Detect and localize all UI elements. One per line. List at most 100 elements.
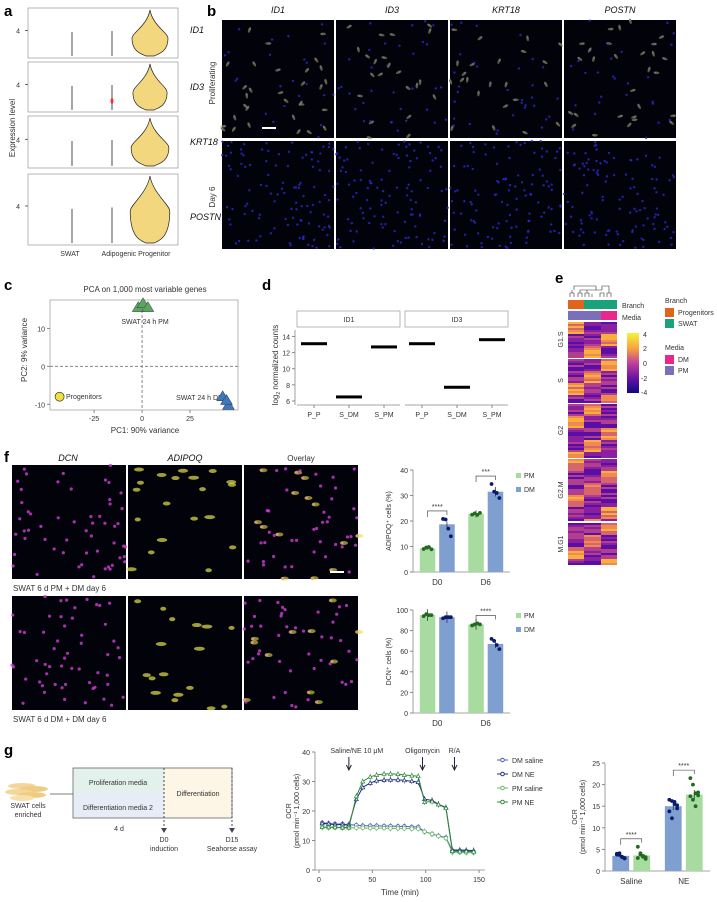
cell: [477, 90, 480, 97]
cell: [366, 136, 373, 140]
heatmap-cell: [601, 352, 617, 354]
adipoq-ytick-label: 40: [400, 468, 408, 475]
nucleus: [583, 164, 586, 168]
heatmap-cell: [601, 383, 617, 385]
nucleus: [519, 143, 522, 146]
cell: [573, 112, 579, 117]
nucleus: [456, 189, 459, 192]
nucleus: [73, 606, 77, 610]
nucleus: [319, 123, 323, 127]
ocr-point: [373, 777, 380, 783]
nucleus: [588, 214, 591, 217]
heatmap-cell: [568, 322, 584, 324]
nucleus: [641, 199, 644, 203]
heatmap-cell: [584, 348, 601, 350]
nucleus: [281, 605, 285, 609]
cell: [647, 66, 651, 73]
nucleus: [108, 601, 112, 605]
nucleus: [327, 198, 331, 202]
heatmap-cell: [584, 452, 601, 454]
pca-point: [220, 394, 233, 405]
ocr-point: [339, 824, 346, 830]
cell: [300, 81, 306, 86]
cell: [607, 27, 614, 31]
nucleus: [507, 145, 510, 148]
ocr-ytick-label: 0: [306, 868, 310, 875]
nucleus: [108, 463, 113, 467]
heatmap-cell: [601, 491, 617, 493]
nucleus: [366, 142, 370, 146]
nucleus: [425, 108, 429, 111]
heatmap-cell: [601, 497, 617, 499]
cell: [275, 532, 284, 537]
box-mark: [371, 345, 397, 349]
heatmap-cell: [601, 373, 617, 375]
heatmap-block-G2: [568, 404, 617, 458]
nucleus: [584, 151, 587, 155]
heatmap-cell: [601, 414, 617, 416]
nucleus: [508, 183, 512, 187]
nucleus: [273, 200, 276, 203]
heatmap-cell: [568, 373, 584, 375]
counts-xtick-label: P_P: [415, 412, 429, 419]
heatmap-cell: [584, 377, 601, 379]
pca-title: PCA on 1,000 most variable genes: [83, 285, 206, 294]
heatmap-cell: [601, 529, 617, 531]
nucleus: [526, 230, 530, 233]
heatmap-cell: [601, 365, 617, 367]
cell: [631, 115, 637, 119]
adipoq-point: [475, 512, 480, 517]
heatmap-cell: [568, 450, 584, 452]
heatmap-row-label: M.G1: [558, 535, 565, 552]
nucleus: [323, 555, 328, 559]
heatmap-cell: [568, 463, 584, 465]
heatmap-cell: [584, 471, 601, 473]
cell: [339, 540, 348, 545]
nucleus: [301, 629, 306, 633]
col-label-id1: ID1: [271, 5, 285, 15]
nucleus: [344, 682, 348, 686]
nucleus: [493, 193, 497, 197]
significance-label: ****: [626, 832, 637, 839]
cell: [132, 487, 141, 492]
counts-ytick-label: 10: [282, 367, 290, 374]
nucleus: [251, 656, 255, 661]
ocr-bar-point: [696, 793, 701, 798]
nucleus: [258, 213, 262, 216]
nucleus: [227, 164, 231, 168]
heatmap-cell: [601, 553, 617, 555]
heatmap-cell: [584, 438, 601, 440]
nucleus: [399, 241, 403, 244]
nucleus: [276, 193, 279, 196]
heatmap-cell: [584, 461, 601, 463]
nucleus: [642, 224, 645, 227]
heatmap-cell: [601, 408, 617, 410]
counts-xtick-label: P_P: [307, 412, 321, 419]
ocr-point: [395, 771, 401, 776]
nucleus: [337, 238, 340, 241]
cell: [415, 82, 419, 89]
heatmap-cell: [568, 399, 584, 401]
nucleus: [336, 198, 339, 201]
heatmap-cell: [601, 547, 617, 549]
heatmap-cell: [568, 543, 584, 545]
heatmap-cell: [568, 555, 584, 557]
nucleus: [337, 86, 340, 90]
dcn-ytick-label: 0: [404, 711, 408, 718]
heatmap-cell: [568, 418, 584, 420]
nucleus: [107, 480, 111, 485]
nucleus: [580, 222, 583, 225]
nucleus: [473, 61, 476, 64]
cell: [465, 76, 469, 83]
nucleus: [344, 146, 348, 149]
media-bar-pm: [568, 311, 601, 320]
nucleus: [325, 520, 329, 524]
nucleus: [294, 201, 298, 204]
nucleus: [496, 227, 499, 230]
heatmap-cell: [568, 340, 584, 342]
nucleus: [420, 242, 424, 246]
cell: [291, 490, 300, 495]
nucleus: [312, 238, 316, 242]
nucleus: [259, 183, 263, 187]
nucleus: [243, 601, 247, 605]
